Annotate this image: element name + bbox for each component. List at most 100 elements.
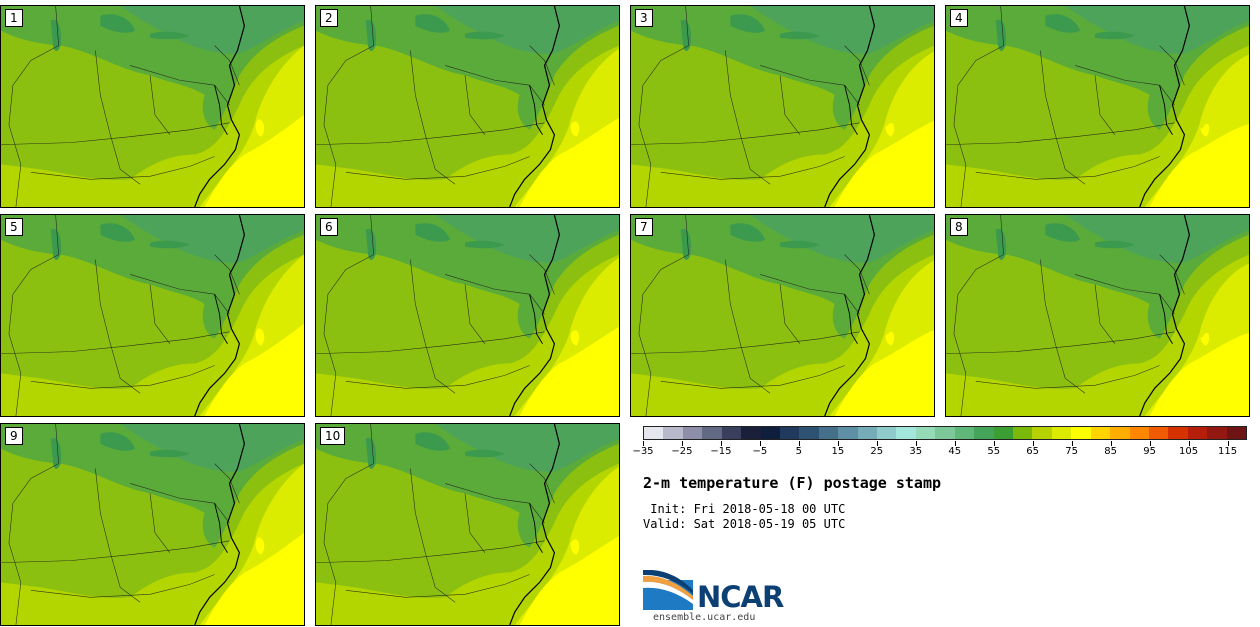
colorbar-tick — [837, 441, 839, 446]
colorbar-segment — [779, 427, 800, 439]
temperature-map — [946, 6, 1249, 207]
colorbar-segment — [1032, 427, 1052, 439]
map-panel-1: 1 — [0, 5, 305, 208]
colorbar-segment — [1168, 427, 1188, 439]
colorbar-segment — [1051, 427, 1072, 439]
colorbar-segment — [760, 427, 780, 439]
map-panel-3: 3 — [630, 5, 935, 208]
valid-time: Valid: Sat 2018-05-19 05 UTC — [643, 517, 846, 531]
colorbar-segment — [1207, 427, 1227, 439]
colorbar-tick-label: 115 — [1217, 446, 1238, 457]
temperature-map — [631, 6, 934, 207]
colorbar-segment — [1129, 427, 1149, 439]
colorbar-segment — [1110, 427, 1130, 439]
colorbar-tick — [1071, 441, 1073, 446]
colorbar-segment — [838, 427, 858, 439]
colorbar-segment — [721, 427, 742, 439]
colorbar-segment — [974, 427, 994, 439]
member-number-label: 5 — [5, 218, 23, 236]
colorbar-tick — [681, 441, 683, 446]
colorbar-segment — [682, 427, 703, 439]
temperature-map — [1, 215, 304, 416]
colorbar-tick-label: 85 — [1104, 446, 1117, 457]
colorbar-segment — [644, 427, 664, 439]
colorbar-tick-label: 15 — [831, 446, 845, 457]
colorbar-tick-label: 45 — [948, 446, 962, 457]
colorbar-segment — [915, 427, 936, 439]
member-number-label: 10 — [320, 427, 346, 445]
member-number-label: 9 — [5, 427, 23, 445]
colorbar-tick — [876, 441, 878, 446]
colorbar-segment — [799, 427, 819, 439]
member-number-label: 3 — [635, 9, 653, 27]
map-panel-2: 2 — [315, 5, 620, 208]
colorbar-tick — [1188, 441, 1190, 446]
colorbar-tick — [1149, 441, 1151, 446]
colorbar-segment — [857, 427, 878, 439]
colorbar-segment — [1187, 427, 1208, 439]
member-number-label: 8 — [950, 218, 968, 236]
map-panel-4: 4 — [945, 5, 1250, 208]
member-number-label: 7 — [635, 218, 653, 236]
ncar-logo-icon — [643, 570, 693, 610]
temperature-colorbar — [643, 426, 1247, 440]
colorbar-segment — [954, 427, 975, 439]
temperature-map — [631, 215, 934, 416]
temperature-map — [316, 424, 619, 625]
temperature-map — [1, 424, 304, 625]
colorbar-segment — [935, 427, 955, 439]
colorbar-tick — [1110, 441, 1112, 446]
colorbar-ticks: −35 −25 −15 −5 5 15 25 35 45 55 65 75 85 95 105 115 — [632, 441, 1247, 463]
temperature-map — [946, 215, 1249, 416]
colorbar-segment — [993, 427, 1014, 439]
colorbar-tick-label: 5 — [795, 446, 803, 457]
colorbar-tick — [1227, 441, 1229, 446]
colorbar-tick-label: 105 — [1179, 446, 1199, 457]
map-panel-8: 8 — [945, 214, 1250, 417]
colorbar-segment — [877, 427, 897, 439]
map-panel-10: 10 — [315, 423, 620, 626]
colorbar-tick-label: 25 — [870, 446, 884, 457]
colorbar-segment — [1148, 427, 1169, 439]
temperature-map — [316, 6, 619, 207]
colorbar-tick — [759, 441, 761, 446]
colorbar-tick-label: 55 — [987, 446, 1001, 457]
colorbar-tick — [1032, 441, 1034, 446]
colorbar-segment — [1226, 427, 1247, 439]
init-time: Init: Fri 2018-05-18 00 UTC — [643, 502, 846, 516]
colorbar-tick-label: −25 — [671, 446, 693, 457]
map-panel-5: 5 — [0, 214, 305, 417]
colorbar-tick — [993, 441, 995, 446]
colorbar-tick-label: −35 — [632, 446, 654, 457]
member-number-label: 6 — [320, 218, 338, 236]
plot-title: 2-m temperature (F) postage stamp — [643, 474, 942, 492]
colorbar-tick-label: 75 — [1065, 446, 1079, 457]
member-number-label: 1 — [5, 9, 23, 27]
colorbar-segment — [1090, 427, 1111, 439]
colorbar-tick — [954, 441, 956, 446]
colorbar-segment — [702, 427, 722, 439]
colorbar-tick-label: −5 — [752, 446, 768, 457]
logo-url: ensemble.ucar.edu — [653, 612, 756, 623]
map-panel-9: 9 — [0, 423, 305, 626]
colorbar-segment — [896, 427, 916, 439]
colorbar-tick-label: 65 — [1026, 446, 1040, 457]
logo-wordmark: NCAR — [697, 580, 784, 614]
temperature-map — [316, 215, 619, 416]
member-number-label: 2 — [320, 9, 338, 27]
colorbar-tick — [798, 441, 800, 446]
colorbar-tick-label: 35 — [909, 446, 923, 457]
map-panel-7: 7 — [630, 214, 935, 417]
colorbar-segment — [1013, 427, 1033, 439]
colorbar-tick — [720, 441, 722, 446]
colorbar-tick-label: 95 — [1143, 446, 1156, 457]
colorbar-tick-label: −15 — [710, 446, 732, 457]
colorbar-tick — [915, 441, 917, 446]
colorbar-tick — [643, 441, 644, 446]
colorbar-segment — [1071, 427, 1091, 439]
map-panel-6: 6 — [315, 214, 620, 417]
temperature-map — [1, 6, 304, 207]
colorbar-segment — [818, 427, 839, 439]
member-number-label: 4 — [950, 9, 968, 27]
colorbar-segment — [741, 427, 761, 439]
